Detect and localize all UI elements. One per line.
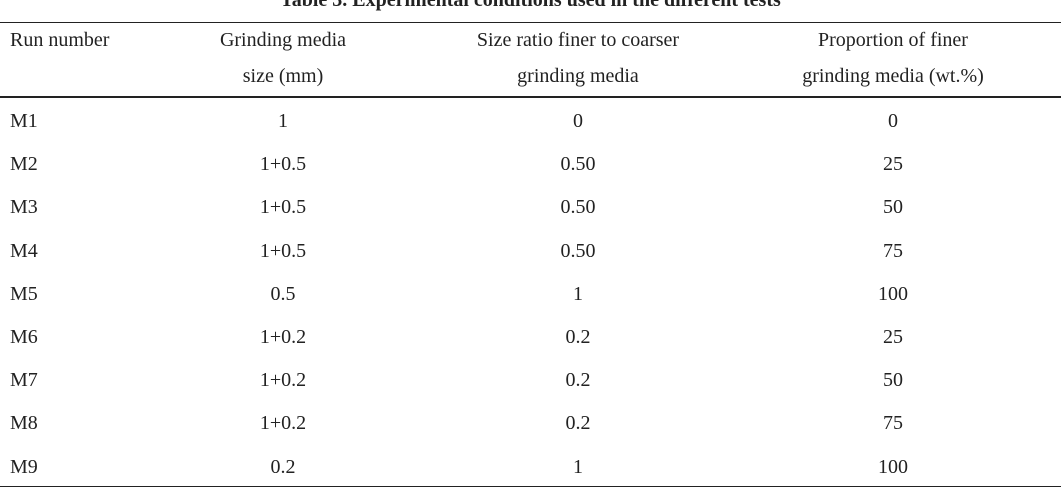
table-cell: 0.2 [565, 412, 591, 435]
header-rule [0, 96, 1061, 98]
table-cell: M9 [10, 455, 38, 478]
table-cell: 1+0.5 [259, 153, 307, 176]
table-cell: M3 [10, 196, 38, 219]
table-cell: M2 [10, 153, 38, 176]
table-cell: 1 [573, 282, 583, 305]
table-cell: 100 [878, 455, 908, 478]
table-cell: 1+0.2 [259, 412, 307, 435]
table-cell: 50 [883, 196, 903, 219]
table-cell: 0.50 [560, 239, 596, 262]
header-cell: size (mm) [242, 65, 324, 87]
table-cell: 1+0.5 [259, 239, 307, 262]
table-title: Table 3. Experimental conditions used in… [280, 0, 781, 11]
table-cell: 1+0.2 [259, 369, 307, 392]
table-cell: 0.50 [560, 196, 596, 219]
bottom-rule [0, 486, 1061, 487]
table-cell: 50 [883, 369, 903, 392]
table-cell: M6 [10, 326, 38, 348]
table-cell: 0.2 [270, 455, 296, 478]
table-cell: 0 [573, 110, 583, 132]
table-cell: 1+0.5 [259, 196, 307, 219]
table-cell: 75 [883, 412, 903, 435]
table-cell: 100 [878, 282, 908, 305]
table-cell: 0.2 [565, 369, 591, 392]
table-cell: 0.2 [565, 326, 591, 348]
table-cell: M7 [10, 369, 38, 392]
table-cell: 1 [573, 455, 583, 478]
table-cell: 25 [883, 326, 903, 348]
table-cell: 75 [883, 239, 903, 262]
header-cell: grinding media (wt.%) [802, 65, 984, 87]
table-cell: M8 [10, 412, 38, 435]
table-cell: 25 [883, 153, 903, 176]
table-cell: 1 [278, 110, 288, 132]
table-cell: 0.50 [560, 153, 596, 176]
table-cell: M5 [10, 282, 38, 305]
header-cell: grinding media [517, 65, 639, 87]
header-cell: Run number [10, 29, 110, 51]
table-cell: 1+0.2 [259, 326, 307, 348]
top-rule [0, 22, 1061, 23]
table-cell: M4 [10, 239, 38, 262]
header-cell: Size ratio finer to coarser [476, 29, 680, 51]
table-cell: 0.5 [270, 282, 296, 305]
header-cell: Grinding media [219, 29, 347, 51]
table-cell: M1 [10, 110, 38, 132]
table-cell: 0 [888, 110, 898, 132]
header-cell: Proportion of finer [818, 29, 968, 51]
